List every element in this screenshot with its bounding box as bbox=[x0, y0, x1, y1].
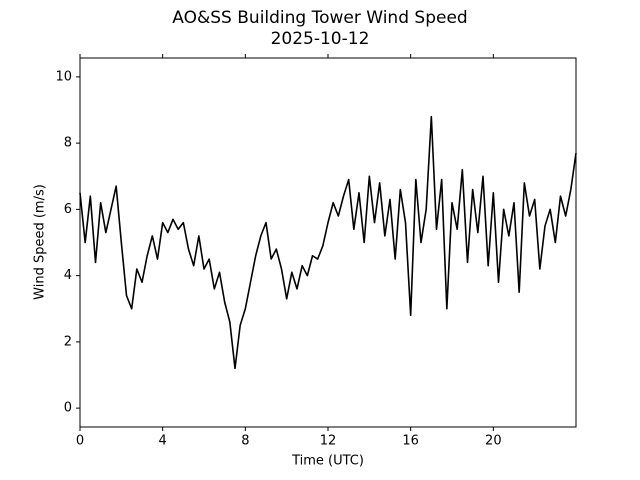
wind-speed-line bbox=[79, 115, 577, 370]
y-tick-label: 0 bbox=[64, 401, 72, 416]
x-tick-label: 8 bbox=[241, 434, 249, 449]
y-tick-label: 6 bbox=[64, 202, 72, 217]
y-tick-label: 2 bbox=[64, 334, 72, 349]
x-tick-label: 20 bbox=[485, 434, 502, 449]
x-tick-label: 12 bbox=[320, 434, 337, 449]
chart-title: AO&SS Building Tower Wind Speed bbox=[172, 8, 467, 28]
y-axis-label: Wind Speed (m/s) bbox=[33, 184, 48, 300]
x-tick-label: 4 bbox=[159, 434, 167, 449]
y-tick-label: 8 bbox=[64, 136, 72, 151]
x-tick-label: 0 bbox=[76, 434, 84, 449]
y-tick-label: 10 bbox=[55, 69, 72, 84]
x-tick-label: 16 bbox=[402, 434, 419, 449]
y-tick-label: 4 bbox=[64, 268, 72, 283]
x-axis-label: Time (UTC) bbox=[291, 454, 364, 469]
chart-subtitle: 2025-10-12 bbox=[271, 29, 370, 49]
